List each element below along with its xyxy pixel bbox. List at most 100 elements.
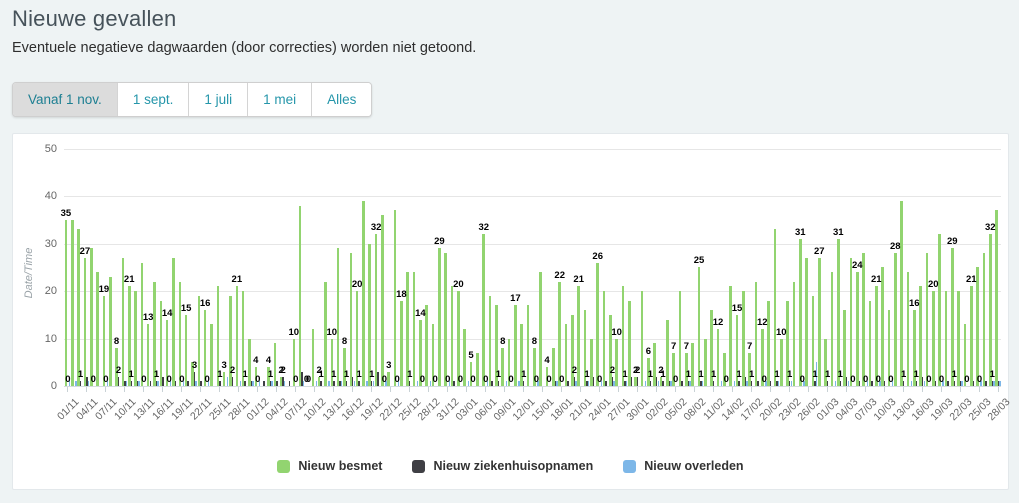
bar-nieuw-ziekenhuisopnamen[interactable] xyxy=(826,381,829,386)
bar-nieuw-besmet[interactable] xyxy=(203,310,207,386)
bar-nieuw-overleden[interactable] xyxy=(891,381,894,386)
bar-nieuw-besmet[interactable] xyxy=(102,295,106,386)
bar-nieuw-besmet[interactable] xyxy=(780,338,783,386)
bar-nieuw-besmet[interactable] xyxy=(615,338,618,386)
bar-nieuw-besmet[interactable] xyxy=(134,291,137,386)
bar-nieuw-ziekenhuisopnamen[interactable] xyxy=(947,381,949,386)
bar-nieuw-overleden[interactable] xyxy=(157,381,159,386)
bar-nieuw-overleden[interactable] xyxy=(834,381,837,386)
bar-nieuw-besmet[interactable] xyxy=(716,329,720,386)
bar-nieuw-overleden[interactable] xyxy=(657,381,659,386)
bar-nieuw-ziekenhuisopnamen[interactable] xyxy=(333,381,335,386)
bar-nieuw-overleden[interactable] xyxy=(505,381,508,386)
bar-nieuw-overleden[interactable] xyxy=(993,381,995,386)
bar-nieuw-besmet[interactable] xyxy=(729,286,732,386)
bar-nieuw-besmet[interactable] xyxy=(374,234,378,386)
bar-nieuw-besmet[interactable] xyxy=(678,291,682,386)
bar-nieuw-besmet[interactable] xyxy=(602,291,606,386)
bar-nieuw-ziekenhuisopnamen[interactable] xyxy=(371,381,373,386)
bar-nieuw-besmet[interactable] xyxy=(279,376,283,386)
bar-nieuw-besmet[interactable] xyxy=(216,286,220,386)
bar-nieuw-overleden[interactable] xyxy=(575,381,577,386)
bar-nieuw-besmet[interactable] xyxy=(438,248,441,386)
bar-nieuw-besmet[interactable] xyxy=(609,314,612,386)
bar-nieuw-besmet[interactable] xyxy=(659,376,663,386)
bar-nieuw-ziekenhuisopnamen[interactable] xyxy=(162,376,164,386)
bar-nieuw-besmet[interactable] xyxy=(640,291,644,386)
bar-nieuw-besmet[interactable] xyxy=(514,305,517,386)
bar-nieuw-besmet[interactable] xyxy=(564,324,568,386)
bar-nieuw-besmet[interactable] xyxy=(900,200,903,386)
bar-nieuw-besmet[interactable] xyxy=(723,352,726,386)
bar-nieuw-ziekenhuisopnamen[interactable] xyxy=(124,381,126,386)
bar-nieuw-besmet[interactable] xyxy=(628,300,631,386)
bar-nieuw-overleden[interactable] xyxy=(777,381,780,386)
legend-item-nieuw-ziekenhuisopnamen[interactable]: Nieuw ziekenhuisopnamen xyxy=(412,459,593,473)
bar-nieuw-overleden[interactable] xyxy=(942,381,944,386)
bar-nieuw-besmet[interactable] xyxy=(982,253,986,386)
bar-nieuw-ziekenhuisopnamen[interactable] xyxy=(79,381,82,386)
bar-nieuw-besmet[interactable] xyxy=(77,229,80,386)
bar-nieuw-besmet[interactable] xyxy=(761,329,764,386)
bar-nieuw-ziekenhuisopnamen[interactable] xyxy=(250,381,253,386)
bar-nieuw-besmet[interactable] xyxy=(792,281,796,386)
range-button-alles[interactable]: Alles xyxy=(312,83,372,116)
bar-nieuw-ziekenhuisopnamen[interactable] xyxy=(352,376,354,386)
bar-nieuw-besmet[interactable] xyxy=(545,367,549,386)
bar-nieuw-ziekenhuisopnamen[interactable] xyxy=(219,381,221,386)
bar-nieuw-ziekenhuisopnamen[interactable] xyxy=(586,381,588,386)
bar-nieuw-besmet[interactable] xyxy=(355,291,359,386)
legend-item-nieuw-besmet[interactable]: Nieuw besmet xyxy=(277,459,382,473)
bar-nieuw-besmet[interactable] xyxy=(457,291,460,386)
bar-nieuw-besmet[interactable] xyxy=(862,253,865,386)
bar-nieuw-besmet[interactable] xyxy=(96,272,99,386)
bar-nieuw-ziekenhuisopnamen[interactable] xyxy=(814,381,816,386)
bar-nieuw-besmet[interactable] xyxy=(273,343,277,386)
bar-nieuw-besmet[interactable] xyxy=(944,291,948,386)
bar-nieuw-besmet[interactable] xyxy=(906,272,910,386)
bar-nieuw-besmet[interactable] xyxy=(153,281,156,386)
bar-nieuw-besmet[interactable] xyxy=(108,276,112,386)
bar-nieuw-overleden[interactable] xyxy=(284,381,286,386)
range-button-1-juli[interactable]: 1 juli xyxy=(189,83,249,116)
bar-nieuw-besmet[interactable] xyxy=(248,338,251,386)
bar-nieuw-overleden[interactable] xyxy=(790,381,792,386)
bar-nieuw-overleden[interactable] xyxy=(644,381,647,386)
bar-nieuw-besmet[interactable] xyxy=(343,348,346,386)
range-button-1-mei[interactable]: 1 mei xyxy=(248,83,313,116)
bar-nieuw-ziekenhuisopnamen[interactable] xyxy=(921,376,924,386)
bar-nieuw-ziekenhuisopnamen[interactable] xyxy=(662,381,664,386)
bar-nieuw-ziekenhuisopnamen[interactable] xyxy=(776,381,778,386)
bar-nieuw-besmet[interactable] xyxy=(292,338,296,386)
bar-nieuw-besmet[interactable] xyxy=(672,352,675,386)
bar-nieuw-besmet[interactable] xyxy=(647,357,650,386)
bar-nieuw-overleden[interactable] xyxy=(765,381,767,386)
bar-nieuw-besmet[interactable] xyxy=(495,305,498,386)
bar-nieuw-ziekenhuisopnamen[interactable] xyxy=(883,381,886,386)
bar-nieuw-ziekenhuisopnamen[interactable] xyxy=(174,381,177,386)
bar-nieuw-besmet[interactable] xyxy=(773,229,777,386)
bar-nieuw-besmet[interactable] xyxy=(735,314,739,386)
bar-nieuw-besmet[interactable] xyxy=(912,310,916,386)
bar-nieuw-besmet[interactable] xyxy=(830,272,834,386)
bar-nieuw-ziekenhuisopnamen[interactable] xyxy=(276,381,278,386)
bar-nieuw-besmet[interactable] xyxy=(843,310,846,386)
bar-nieuw-ziekenhuisopnamen[interactable] xyxy=(700,381,702,386)
bar-nieuw-overleden[interactable] xyxy=(138,381,140,386)
bar-nieuw-besmet[interactable] xyxy=(64,219,68,386)
bar-nieuw-besmet[interactable] xyxy=(476,352,479,386)
bar-nieuw-ziekenhuisopnamen[interactable] xyxy=(130,381,132,386)
bar-nieuw-besmet[interactable] xyxy=(539,272,543,386)
bar-nieuw-overleden[interactable] xyxy=(448,381,451,386)
bar-nieuw-besmet[interactable] xyxy=(444,253,448,386)
bar-nieuw-besmet[interactable] xyxy=(976,267,979,386)
bar-nieuw-besmet[interactable] xyxy=(349,253,353,386)
bar-nieuw-ziekenhuisopnamen[interactable] xyxy=(377,371,379,386)
bar-nieuw-overleden[interactable] xyxy=(467,381,470,386)
bar-nieuw-overleden[interactable] xyxy=(315,381,318,386)
bar-nieuw-besmet[interactable] xyxy=(387,371,391,386)
bar-nieuw-besmet[interactable] xyxy=(165,319,169,386)
bar-nieuw-besmet[interactable] xyxy=(330,338,334,386)
bar-nieuw-besmet[interactable] xyxy=(621,286,625,386)
bar-nieuw-besmet[interactable] xyxy=(159,300,163,386)
